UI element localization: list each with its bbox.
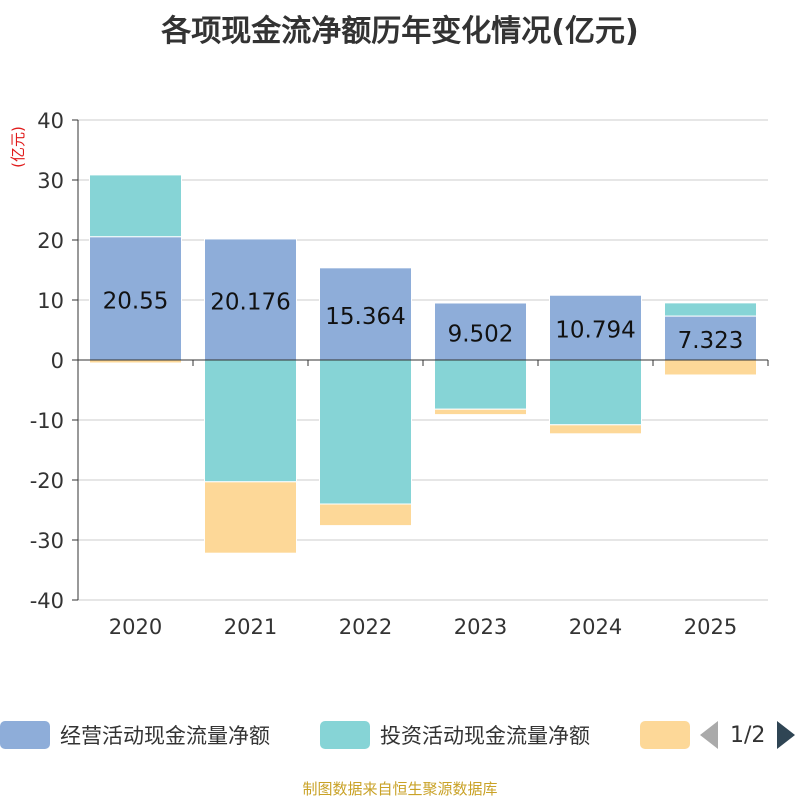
legend-label-investing: 投资活动现金流量净额 [380,724,590,748]
data-label-2020: 20.55 [103,288,169,314]
bar-2021-series-1[interactable] [204,359,297,483]
y-tick-label: 0 [51,349,64,373]
legend-next-page-icon[interactable] [777,721,796,749]
y-tick-label: 20 [37,229,64,253]
x-tick-label: 2022 [339,615,392,639]
data-label-2024: 10.794 [555,318,635,344]
legend-item-operating[interactable]: 经营活动现金流量净额 [0,720,270,750]
bar-2023-series-2[interactable] [434,408,527,416]
bar-2024-series-0[interactable] [549,294,642,361]
y-tick-label: -20 [30,469,64,493]
legend-pager: 1/2 [700,720,796,750]
bar-2022-series-0[interactable] [319,267,412,361]
legend-item-investing[interactable]: 投资活动现金流量净额 [320,720,590,750]
x-tick-label: 2020 [109,615,162,639]
bar-2025-series-2[interactable] [664,359,757,376]
bar-2021-series-0[interactable] [204,238,297,361]
x-tick-label: 2024 [569,615,622,639]
data-label-2021: 20.176 [210,289,290,315]
x-tick-label: 2025 [684,615,737,639]
legend-item-financing[interactable] [640,720,690,750]
legend-swatch-operating [0,721,50,749]
chart-canvas: (亿元) 20.55 20.176 15.364 9.502 10.794 7.323 4… [9,109,769,639]
bar-2025-series-1[interactable] [664,302,757,317]
y-axis-unit-label: (亿元) [9,126,27,168]
bar-2025-series-0[interactable] [664,315,757,361]
data-label-2025: 7.323 [678,328,744,354]
bar-2024-series-2[interactable] [549,424,642,435]
bar-2020-series-0[interactable] [89,236,182,361]
bar-2023-series-1[interactable] [434,359,527,410]
x-tick-label: 2023 [454,615,507,639]
y-tick-label: -40 [30,589,64,613]
y-tick-label: 10 [37,289,64,313]
y-tick-label: -10 [30,409,64,433]
data-label-2022: 15.364 [325,304,405,330]
data-label-2023: 9.502 [448,321,514,347]
bar-2021-series-2[interactable] [204,481,297,554]
bar-2024-series-1[interactable] [549,359,642,426]
data-source-note: 制图数据来自恒生聚源数据库 [302,780,498,798]
y-tick-label: 40 [37,109,64,133]
legend-page-number: 1/2 [730,722,766,748]
x-tick-label: 2021 [224,615,277,639]
legend-prev-page-icon[interactable] [700,721,718,749]
legend: 经营活动现金流量净额 投资活动现金流量净额 1/2 [0,716,800,754]
legend-swatch-investing [320,721,370,749]
bar-2022-series-2[interactable] [319,503,412,527]
legend-label-operating: 经营活动现金流量净额 [60,724,270,748]
y-tick-label: 30 [37,169,64,193]
bar-2020-series-1[interactable] [89,174,182,238]
bar-2023-series-0[interactable] [434,302,527,361]
y-tick-label: -30 [30,529,64,553]
legend-swatch-financing [640,721,690,749]
bar-2022-series-1[interactable] [319,359,412,505]
chart-title: 各项现金流净额历年变化情况(亿元) [161,14,639,49]
